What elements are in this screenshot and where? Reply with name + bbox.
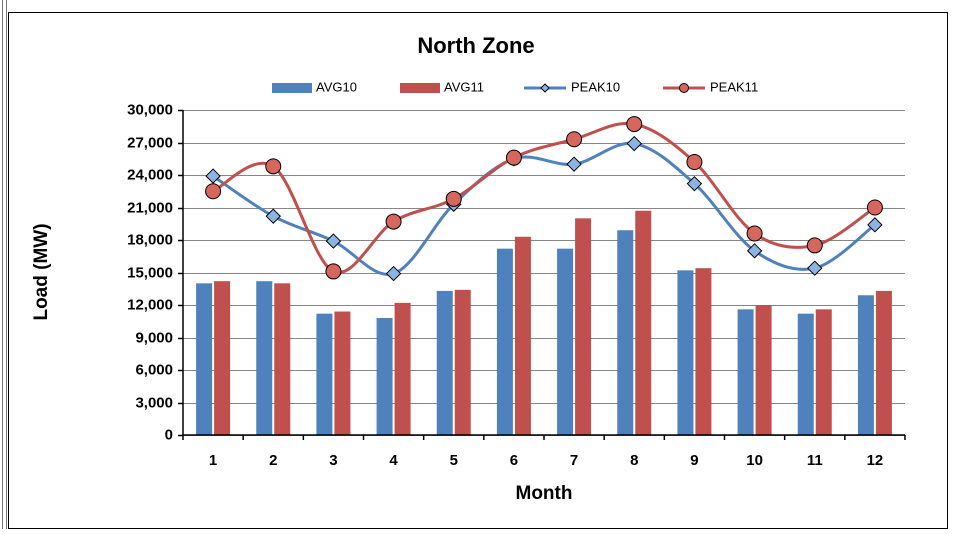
x-tick-label: 11 xyxy=(807,452,823,469)
x-tick-label: 5 xyxy=(450,452,458,469)
bar xyxy=(737,309,754,435)
line-marker xyxy=(385,213,402,230)
line-marker xyxy=(385,265,402,282)
line-marker xyxy=(505,149,522,166)
line-marker xyxy=(626,116,643,133)
y-tick-label: 24,000 xyxy=(127,166,173,183)
bar xyxy=(316,313,333,435)
line-marker xyxy=(205,183,222,200)
line-marker xyxy=(626,135,642,152)
line-marker xyxy=(325,233,342,249)
x-tick-label: 1 xyxy=(209,452,217,469)
bar xyxy=(274,283,291,435)
legend-marker xyxy=(540,83,550,93)
bar xyxy=(815,309,832,435)
bar xyxy=(514,236,531,435)
line-marker xyxy=(806,237,823,254)
line-marker xyxy=(566,156,582,172)
x-tick-label: 2 xyxy=(269,452,277,469)
y-tick-label: 30,000 xyxy=(127,101,173,118)
y-tick-label: 3,000 xyxy=(135,394,173,411)
line-marker xyxy=(746,243,763,259)
bar xyxy=(875,290,892,435)
x-tick-label: 10 xyxy=(746,452,763,469)
chart-frame xyxy=(8,12,948,529)
x-tick-label: 12 xyxy=(867,452,884,469)
y-tick-label: 12,000 xyxy=(127,296,173,313)
line-marker xyxy=(325,263,342,280)
x-axis-title: Month xyxy=(516,483,573,504)
bar xyxy=(755,305,772,435)
bar xyxy=(256,281,273,435)
line-marker xyxy=(205,168,221,184)
line-marker xyxy=(686,154,703,170)
y-tick-label: 9,000 xyxy=(135,329,173,346)
legend-label: PEAK11 xyxy=(710,79,758,94)
x-tick-label: 3 xyxy=(329,452,337,469)
line-marker xyxy=(445,190,462,207)
bar xyxy=(436,290,453,435)
line-marker xyxy=(566,131,583,148)
y-tick-label: 27,000 xyxy=(127,134,173,151)
bar xyxy=(376,318,393,435)
y-tick-label: 6,000 xyxy=(135,361,173,378)
line-marker xyxy=(686,175,703,192)
y-tick-label: 0 xyxy=(165,426,173,443)
line-marker xyxy=(866,199,883,216)
bar xyxy=(695,268,712,435)
line-marker xyxy=(867,217,883,233)
y-axis-title: Load (MW) xyxy=(31,223,52,320)
legend-marker xyxy=(679,83,689,93)
bar xyxy=(214,281,231,435)
x-tick-label: 4 xyxy=(389,452,398,469)
bar xyxy=(196,283,213,435)
bar xyxy=(797,313,814,435)
legend-label: AVG10 xyxy=(316,79,357,94)
y-tick-label: 18,000 xyxy=(127,231,173,248)
y-tick-label: 15,000 xyxy=(127,264,173,281)
bar xyxy=(394,302,411,435)
bar xyxy=(857,295,874,435)
bar xyxy=(617,230,634,435)
x-tick-label: 6 xyxy=(510,452,518,469)
bar xyxy=(454,289,471,435)
x-tick-label: 8 xyxy=(630,452,638,469)
bar xyxy=(334,311,351,435)
bar xyxy=(496,248,513,435)
legend-swatch xyxy=(272,83,312,93)
legend-swatch xyxy=(400,83,440,93)
line-marker xyxy=(807,260,823,276)
line-marker xyxy=(265,158,282,175)
line-marker xyxy=(746,225,763,242)
line-marker xyxy=(265,208,281,224)
x-tick-label: 9 xyxy=(690,452,698,469)
y-tick-label: 21,000 xyxy=(127,199,173,216)
bar xyxy=(557,248,574,435)
bar xyxy=(575,218,592,435)
legend-label: PEAK10 xyxy=(571,79,620,94)
bar xyxy=(677,270,694,435)
x-tick-label: 7 xyxy=(570,452,578,469)
bar xyxy=(635,210,652,435)
chart-title: North Zone xyxy=(417,33,534,58)
legend-label: AVG11 xyxy=(444,79,484,94)
